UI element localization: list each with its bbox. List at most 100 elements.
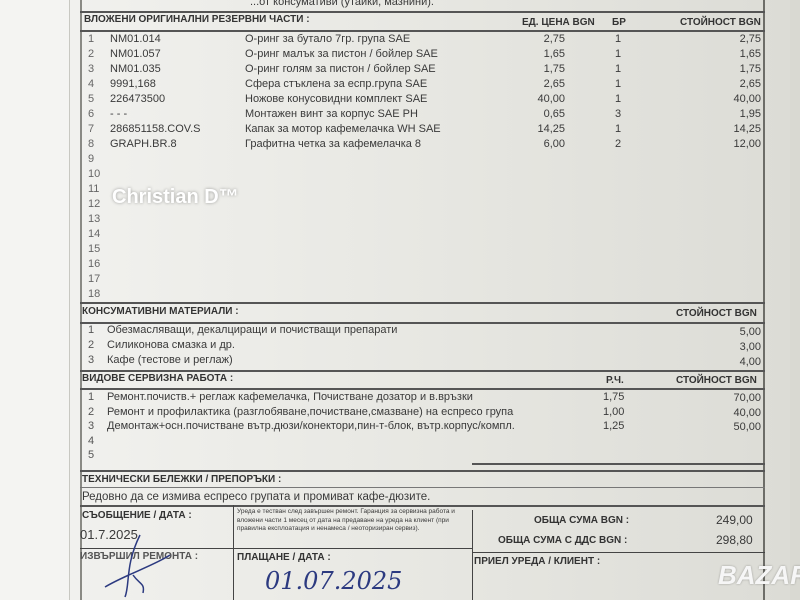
unit-price: 2,75 [543,33,565,45]
quantity: 1 [615,78,622,90]
line-value: 1,65 [739,48,761,60]
consumables-col-value: СТОЙНОСТ BGN [676,308,757,319]
divider [80,30,765,32]
consumable-value: 4,00 [739,356,761,368]
table-row: 4 [80,435,765,450]
service-value: 40,00 [733,406,761,419]
row-number: 15 [88,243,101,255]
signature [104,534,171,598]
row-number: 2 [88,405,95,418]
divider [80,370,765,372]
part-description: Монтажен винт за корпус SAE PH [245,108,418,120]
message-label: СЪОБЩЕНИЕ / ДАТА : [82,510,192,521]
divider [80,388,765,390]
line-value: 14,25 [733,123,761,135]
part-code: NM01.057 [110,48,161,60]
part-description: Капак за мотор кафемелачка WH SAE [245,123,441,135]
consumables-title: КОНСУМАТИВНИ МАТЕРИАЛИ : [82,306,239,317]
unit-price: 1,75 [543,63,565,75]
consumable-description: Кафе (тестове и реглаж) [107,354,233,366]
quantity: 1 [615,63,622,75]
line-value: 12,00 [733,138,761,150]
total-label: ОБЩА СУМА BGN : [534,515,630,526]
table-row: 11 [80,183,765,198]
divider [80,302,765,304]
unit-price: 2,65 [543,78,565,90]
table-row: 1 NM01.014 О-ринг за бутало 7гр. група SAE… [80,33,765,48]
part-code: NM01.035 [110,63,161,75]
row-number: 2 [88,339,95,351]
part-code: NM01.014 [110,33,161,45]
row-number: 3 [88,63,95,75]
line-value: 1,75 [739,63,761,75]
row-number: 4 [88,434,95,447]
divider [80,487,765,488]
unit-price: 1,65 [543,48,565,60]
divider [80,322,765,324]
line-value: 2,65 [739,78,761,90]
row-number: 1 [88,33,95,45]
quantity: 1 [615,33,622,45]
total-vat-value: 298,80 [716,533,753,547]
quantity: 1 [615,123,622,135]
service-description: Демонтаж+осн.почистване вътр.дюзи/конект… [107,420,515,432]
labor-hours: 1,75 [603,391,625,403]
top-cut-text: ...от консумативи (утайки, мазнини). [250,0,434,8]
divider [80,470,765,472]
services-col-hours: Р.Ч. [606,375,624,386]
table-row: 2 NM01.057 О-ринг малък за пистон / бойлер… [80,48,765,63]
parts-col-value: СТОЙНОСТ BGN [680,17,761,28]
row-number: 1 [88,324,95,336]
part-description: О-ринг голям за пистон / бойлер SAE [245,63,436,75]
consumable-value: 3,00 [739,341,761,353]
parts-col-unit-price: ЕД. ЦЕНА BGN [522,17,595,28]
part-code: 286851158.COV.S [110,123,201,135]
table-row: 14 [80,228,765,243]
row-number: 3 [88,420,95,432]
labor-hours: 1,25 [603,420,625,432]
table-row: 13 [80,213,765,228]
total-vat-label: ОБЩА СУМА С ДДС BGN : [498,535,628,546]
row-number: 6 [88,108,95,120]
labor-hours: 1,00 [603,405,625,418]
table-row: 4 9991,168 Сфера стъклена за еспр.група SA… [80,78,765,93]
quantity: 2 [615,138,622,150]
unit-price: 14,25 [537,123,565,135]
line-value: 40,00 [733,93,761,105]
table-row: 15 [80,243,765,258]
row-number: 1 [88,391,95,403]
table-row: 10 [80,168,765,183]
table-row: 1 Ремонт.почиств.+ реглаж кафемелачка, По… [80,391,765,406]
received-label: ПРИЕЛ УРЕДА / КЛИЕНТ : [474,556,601,567]
parts-title: ВЛОЖЕНИ ОРИГИНАЛНИ РЕЗЕРВНИ ЧАСТИ : [84,14,310,25]
row-number: 16 [88,258,101,270]
part-code: - - - [110,108,128,120]
quantity: 3 [615,108,622,120]
notes-text: Редовно да се измива еспресо групата и п… [82,491,431,503]
table-row: 17 [80,273,765,288]
line-value: 2,75 [739,33,761,45]
service-description: Ремонт и профилактика (разглобяване,почи… [107,405,514,418]
unit-price: 40,00 [537,93,565,105]
row-number: 4 [88,78,95,90]
services-title: ВИДОВЕ СЕРВИЗНА РАБОТА : [82,373,234,384]
divider [80,11,765,13]
row-number: 7 [88,123,95,135]
divider [472,552,765,553]
services-col-value: СТОЙНОСТ BGN [676,375,757,386]
service-value: 50,00 [733,421,761,433]
row-number: 12 [88,198,101,210]
notes-title: ТЕХНИЧЕСКИ БЕЛЕЖКИ / ПРЕПОРЪКИ : [82,474,282,485]
row-number: 11 [88,183,100,195]
table-row: 3 NM01.035 О-ринг голям за пистон / бойлер… [80,63,765,78]
table-row: 3 Демонтаж+осн.почистване вътр.дюзи/конек… [80,420,765,435]
total-value: 249,00 [716,513,753,527]
payment-date-handwritten: 01.07.2025 [265,567,403,595]
quantity: 1 [615,48,622,60]
service-description: Ремонт.почиств.+ реглаж кафемелачка, Поч… [107,391,473,403]
row-number: 17 [88,273,101,285]
line-value: 1,95 [739,108,761,120]
table-row: 8 GRAPH.BR.8 Графитна четка за кафемелачка… [80,138,765,153]
consumable-description: Обезмасляващи, декалциращи и почистващи … [107,324,398,336]
